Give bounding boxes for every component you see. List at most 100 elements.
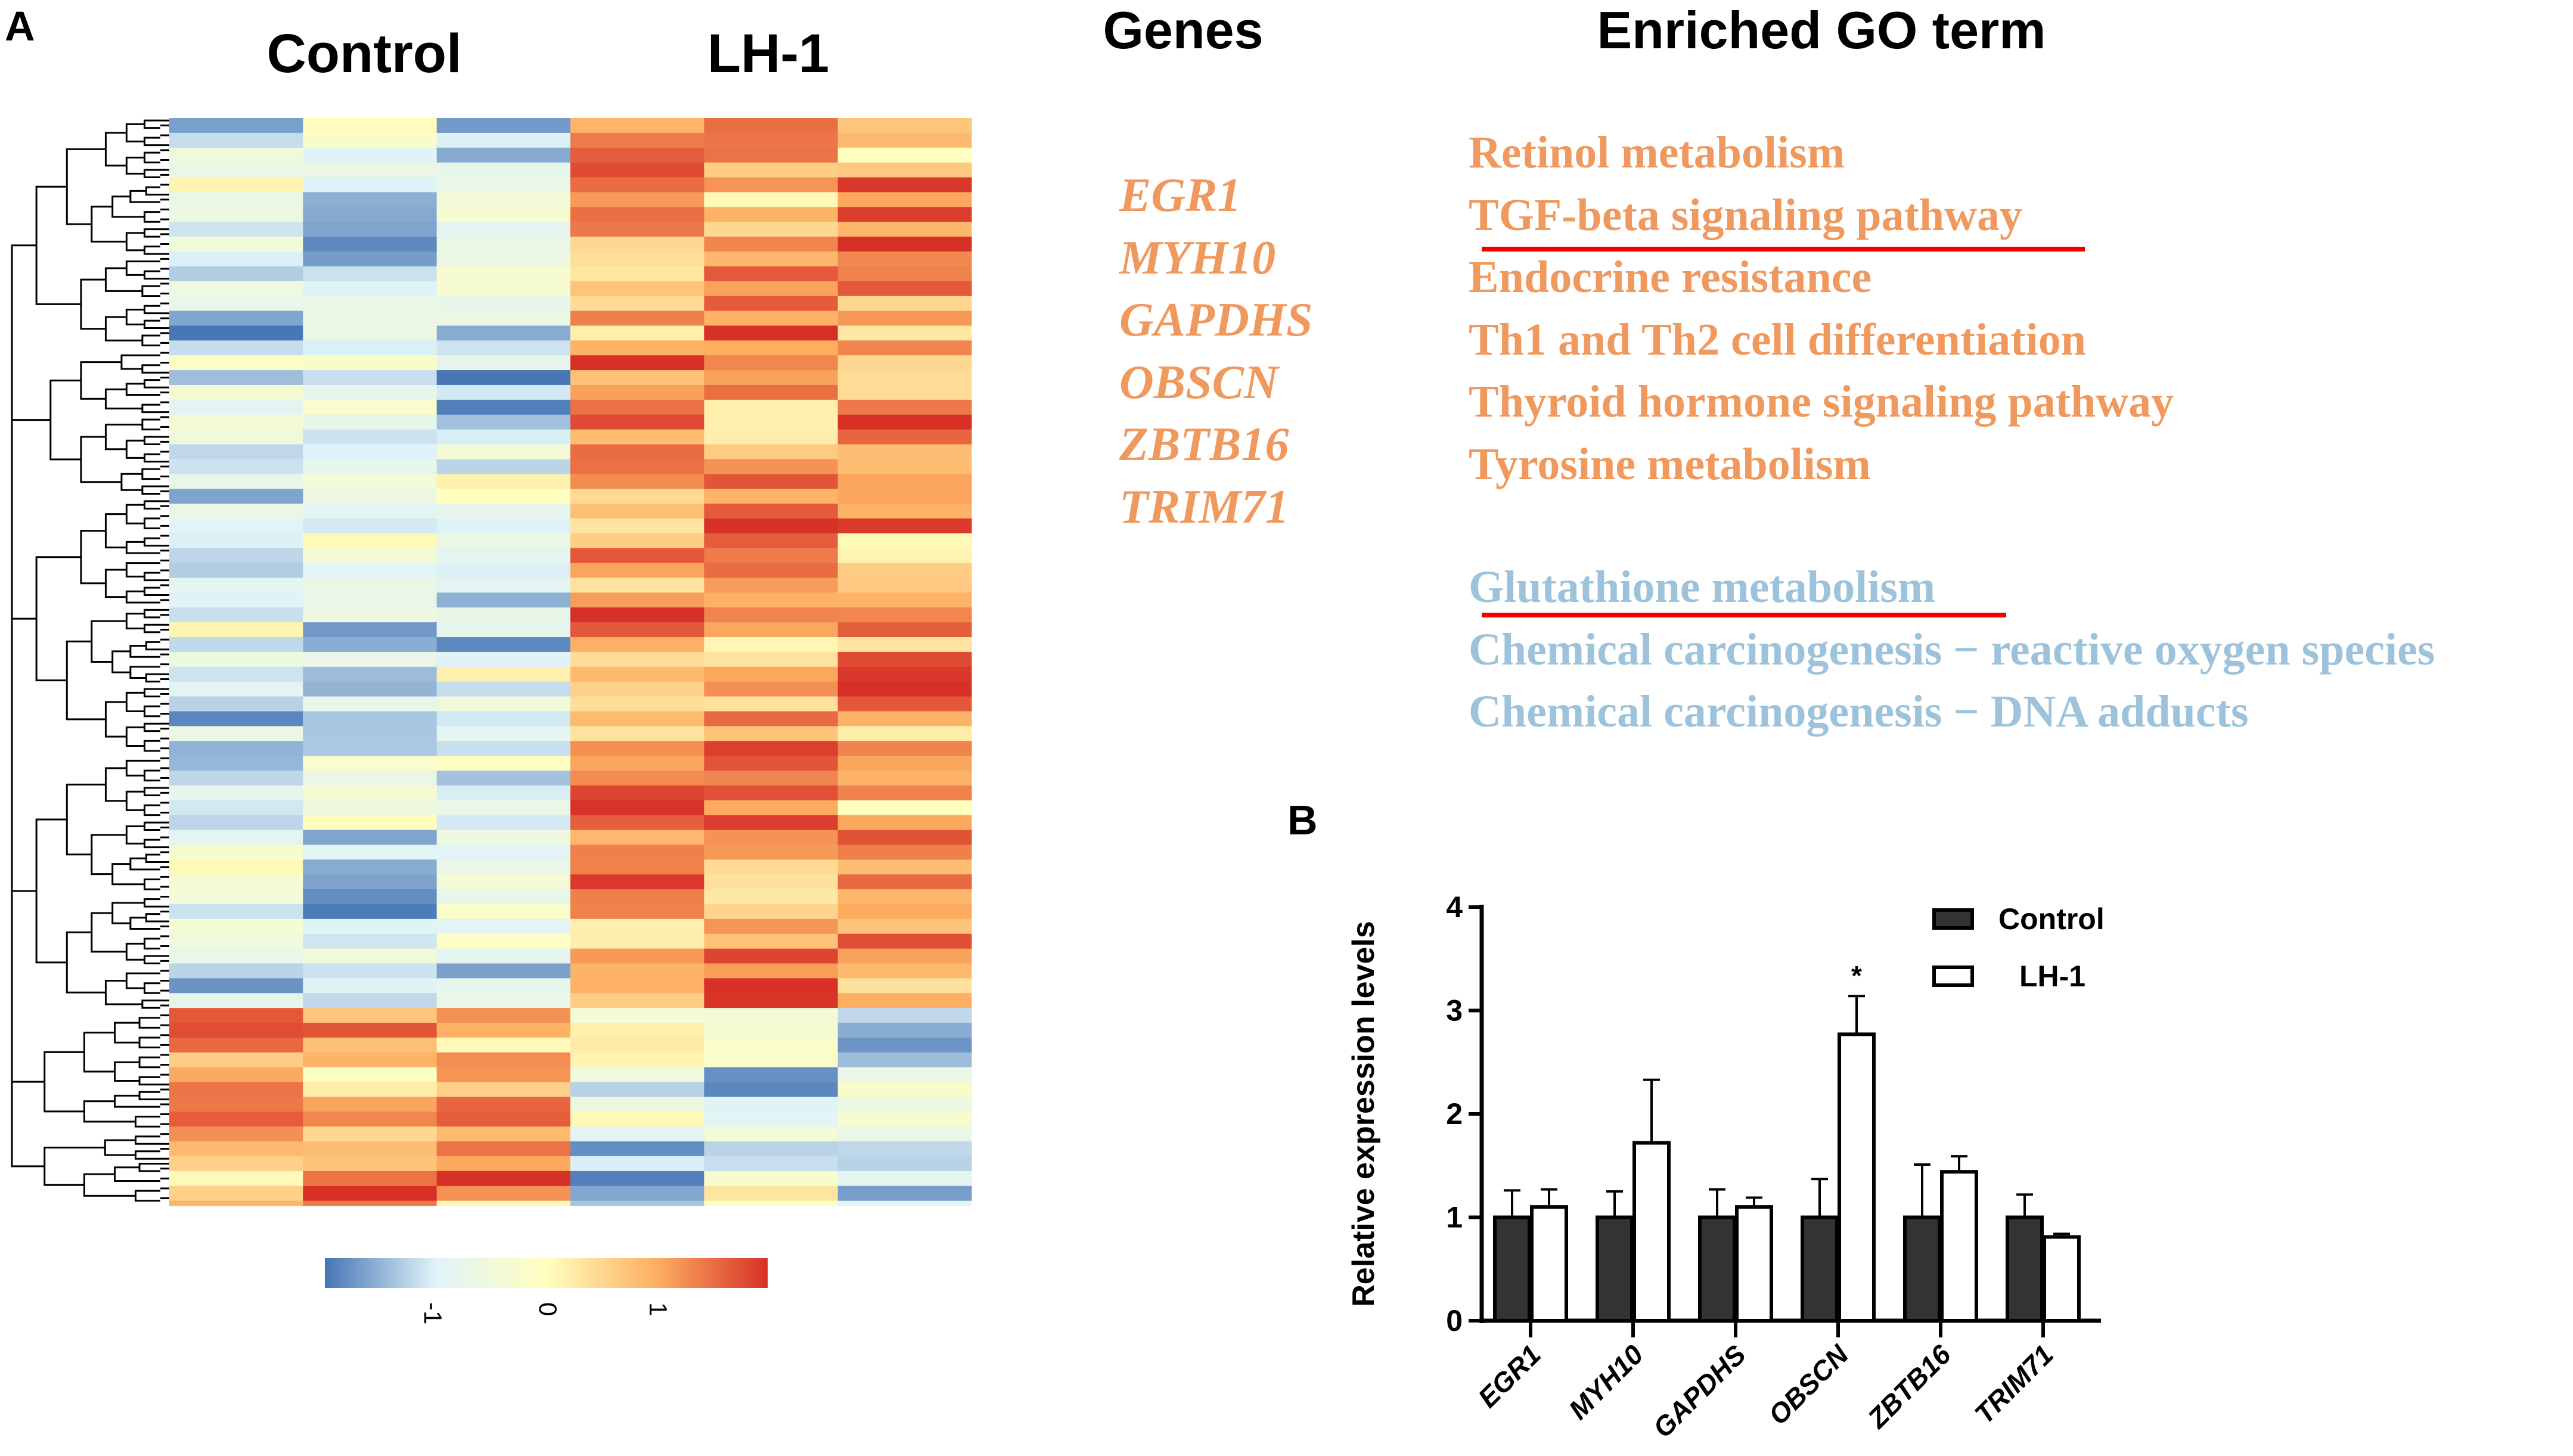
heatmap-cell bbox=[169, 405, 303, 410]
heatmap-cell bbox=[169, 1072, 303, 1078]
heatmap-cell bbox=[303, 1027, 437, 1033]
heatmap-cell bbox=[169, 1107, 303, 1112]
heatmap-cell bbox=[169, 399, 303, 405]
heatmap-cell bbox=[436, 735, 571, 741]
dendrogram-branch bbox=[141, 418, 160, 431]
heatmap-cell bbox=[303, 177, 437, 183]
heatmap-cell bbox=[436, 567, 571, 573]
heatmap-cell bbox=[837, 296, 972, 302]
dendrogram-branch bbox=[91, 206, 127, 243]
heatmap-cell bbox=[837, 983, 972, 989]
heatmap-cell bbox=[570, 543, 704, 549]
heatmap-cell bbox=[704, 1023, 839, 1028]
heatmap-cell bbox=[303, 1072, 437, 1078]
heatmap-cell bbox=[169, 1126, 303, 1132]
heatmap-cell bbox=[570, 153, 704, 158]
heatmap-cell bbox=[303, 889, 437, 895]
heatmap-cell bbox=[837, 622, 972, 628]
heatmap-cell bbox=[570, 370, 704, 375]
heatmap-cell bbox=[436, 315, 571, 321]
heatmap-cell bbox=[436, 1161, 571, 1167]
dendrogram-branch bbox=[91, 912, 127, 953]
dendrogram-branch bbox=[143, 787, 160, 796]
heatmap-cell bbox=[570, 390, 704, 396]
heatmap-cell bbox=[570, 286, 704, 291]
heatmap-cell bbox=[704, 399, 839, 405]
heatmap-cell bbox=[303, 237, 437, 242]
heatmap-cell bbox=[303, 1161, 437, 1167]
heatmap-cell bbox=[570, 958, 704, 964]
heatmap-cell bbox=[303, 815, 437, 821]
dendrogram-branch bbox=[145, 673, 160, 683]
heatmap-cell bbox=[837, 1200, 972, 1206]
heatmap-cell bbox=[837, 914, 972, 920]
heatmap-cell bbox=[436, 138, 571, 143]
heatmap-cell bbox=[570, 592, 704, 598]
heatmap-cell bbox=[436, 1047, 571, 1053]
heatmap-cell bbox=[837, 760, 972, 766]
heatmap-cell bbox=[436, 741, 571, 747]
dendrogram-branch bbox=[143, 169, 160, 179]
heatmap-cell bbox=[704, 918, 839, 924]
heatmap-cell bbox=[704, 311, 839, 316]
heatmap-cell bbox=[837, 840, 972, 845]
heatmap-cell bbox=[303, 681, 437, 687]
heatmap-cell bbox=[837, 1042, 972, 1048]
dendrogram-branch bbox=[143, 500, 160, 510]
bar-control bbox=[1493, 1215, 1531, 1322]
heatmap-cell bbox=[837, 1185, 972, 1191]
dendrogram-branch bbox=[125, 825, 145, 845]
heatmap-cell bbox=[436, 1141, 571, 1147]
dendrogram-branch bbox=[125, 613, 145, 630]
heatmap-cell bbox=[169, 1027, 303, 1033]
heatmap-cell bbox=[303, 845, 437, 850]
heatmap-cell bbox=[570, 983, 704, 989]
heatmap-cell bbox=[436, 399, 571, 405]
heatmap-cell bbox=[570, 464, 704, 470]
y-tick-label: 0 bbox=[1446, 1304, 1463, 1337]
heatmap-cell bbox=[704, 1141, 839, 1147]
heatmap-cell bbox=[704, 904, 839, 909]
heatmap-cell bbox=[704, 834, 839, 840]
heatmap-cell bbox=[837, 286, 972, 291]
heatmap-cell bbox=[704, 360, 839, 366]
heatmap-cell bbox=[436, 291, 571, 297]
heatmap-cell bbox=[837, 726, 972, 732]
heatmap-cell bbox=[704, 266, 839, 272]
heatmap-cell bbox=[570, 567, 704, 573]
heatmap-cell bbox=[169, 800, 303, 806]
heatmap-cell bbox=[704, 973, 839, 979]
heatmap-cell bbox=[169, 978, 303, 984]
heatmap-cell bbox=[704, 147, 839, 153]
heatmap-cell bbox=[837, 775, 972, 781]
heatmap-cell bbox=[704, 1057, 839, 1063]
heatmap-cell bbox=[303, 1126, 437, 1132]
dendrogram-branch bbox=[104, 1139, 136, 1156]
heatmap-cell bbox=[436, 721, 571, 727]
heatmap-cell bbox=[169, 889, 303, 895]
heatmap-cell bbox=[436, 311, 571, 316]
heatmap-cell bbox=[570, 256, 704, 262]
heatmap-cell bbox=[169, 953, 303, 959]
colorbar bbox=[325, 1258, 768, 1288]
heatmap-cell bbox=[169, 1002, 303, 1008]
heatmap-cell bbox=[837, 340, 972, 346]
heatmap-cell bbox=[436, 657, 571, 662]
heatmap-cell bbox=[704, 884, 839, 890]
heatmap-cell bbox=[837, 553, 972, 558]
heatmap-cell bbox=[704, 177, 839, 183]
heatmap-cell bbox=[303, 464, 437, 470]
dendrogram-branch bbox=[145, 641, 160, 651]
heatmap-cell bbox=[704, 405, 839, 410]
heatmap-cell bbox=[436, 800, 571, 806]
heatmap-cell bbox=[837, 691, 972, 697]
heatmap-cell bbox=[303, 958, 437, 964]
heatmap-cell bbox=[303, 998, 437, 1004]
lh1-group-title: LH-1 bbox=[707, 23, 830, 84]
heatmap-cell bbox=[837, 721, 972, 727]
heatmap-cell bbox=[570, 909, 704, 915]
heatmap-cell bbox=[570, 528, 704, 534]
heatmap-cell bbox=[704, 162, 839, 168]
heatmap-cell bbox=[303, 983, 437, 989]
heatmap-cell bbox=[704, 953, 839, 959]
